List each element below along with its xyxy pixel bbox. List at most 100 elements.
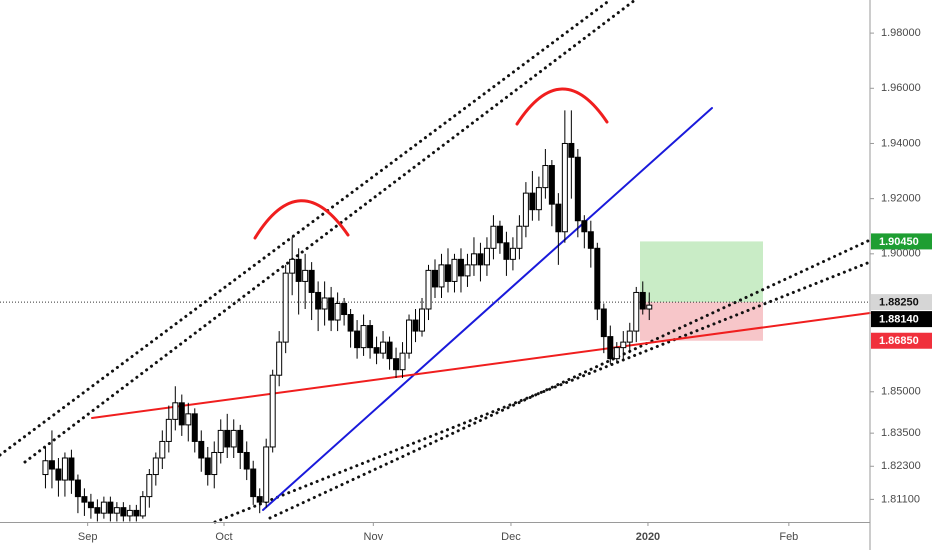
drawings — [0, 0, 872, 524]
candle-body — [295, 258, 302, 282]
candle-body — [594, 247, 601, 310]
candle-body — [165, 418, 172, 442]
candle-body — [42, 460, 49, 476]
x-tick-label: Sep — [78, 531, 98, 543]
candle-body — [393, 358, 400, 371]
stop-zone — [640, 302, 763, 341]
candle-body — [613, 347, 620, 360]
candle-body — [146, 474, 153, 498]
candle-body — [211, 451, 218, 476]
candle-body — [373, 347, 380, 354]
candle-body — [198, 440, 205, 459]
candle-body — [250, 468, 257, 498]
candle-body — [68, 457, 75, 481]
shoulder-arc — [253, 199, 350, 240]
candle-body — [522, 192, 529, 227]
y-tick-label: 1.81100 — [881, 493, 920, 505]
x-tick-label: Nov — [364, 531, 384, 543]
candle-body — [490, 225, 497, 249]
candle-body — [74, 479, 81, 498]
candle-body — [113, 507, 120, 514]
head-arc — [515, 87, 609, 126]
price-tag — [871, 233, 932, 250]
candle-body — [496, 225, 503, 244]
price-tag-label: 1.88250 — [879, 297, 919, 309]
candle-body — [587, 231, 594, 249]
candle-body — [457, 258, 464, 277]
trend-line — [91, 312, 871, 419]
x-tick-label: Feb — [779, 531, 798, 543]
candle-body — [107, 501, 114, 514]
y-tick-label: 1.96000 — [881, 82, 921, 94]
candle-body — [516, 225, 523, 249]
price-tag — [871, 332, 932, 349]
candle-body — [360, 325, 367, 349]
candle-body — [535, 187, 542, 211]
candle-body — [483, 247, 490, 266]
candle-body — [94, 507, 101, 514]
candle-body — [561, 142, 568, 233]
candle-body — [308, 269, 315, 293]
candle-body — [354, 330, 361, 349]
candle-body — [224, 429, 231, 448]
price-tag-label: 1.88140 — [879, 314, 919, 326]
x-tick-label: Dec — [501, 531, 521, 543]
candle-body — [269, 374, 276, 448]
candle-body — [204, 457, 211, 476]
candle-body — [386, 341, 393, 360]
candle-body — [321, 297, 328, 310]
candle-body — [438, 264, 445, 288]
candle-body — [633, 291, 640, 332]
candle-body — [159, 440, 166, 459]
channel-line — [213, 260, 872, 524]
channel-line — [268, 238, 872, 520]
price-tag-label: 1.86850 — [879, 335, 919, 347]
candle-body — [600, 308, 607, 338]
candle-body — [152, 457, 159, 476]
x-tick-label: 2020 — [636, 531, 660, 543]
candle-body — [100, 501, 107, 514]
candle-body — [276, 341, 283, 376]
candle-body — [256, 496, 263, 503]
candle-body — [237, 429, 244, 453]
candle-body — [243, 451, 250, 470]
candle-body — [126, 509, 133, 517]
candle-body — [477, 253, 484, 266]
candle-body — [529, 192, 536, 211]
candle-body — [581, 220, 588, 233]
price-tag — [871, 311, 932, 328]
candle-body — [626, 330, 633, 343]
y-tick-label: 1.82300 — [881, 460, 921, 472]
y-tick-label: 1.90000 — [881, 248, 921, 260]
candle-body — [341, 302, 348, 316]
price-tags: 1.90450 1.88250 1.88140 1.86850 — [871, 233, 932, 349]
candle-body — [542, 165, 549, 189]
candle-body — [568, 142, 575, 158]
trend-line — [262, 107, 713, 511]
candle-body — [406, 319, 413, 354]
candle-body — [646, 304, 653, 310]
candle-body — [191, 413, 198, 442]
candle-body — [289, 258, 296, 274]
candle-body — [61, 457, 68, 481]
candle-body — [302, 269, 309, 282]
candle-body — [548, 165, 555, 205]
axes: 1.98000 1.96000 1.94000 1.92000 1.90000 1.850… — [78, 27, 921, 543]
candle-body — [48, 460, 55, 470]
y-tick-label: 1.85000 — [881, 386, 921, 398]
candle-body — [263, 446, 270, 503]
candle-body — [139, 496, 146, 517]
candle-body — [470, 253, 477, 266]
candle-body — [555, 203, 562, 233]
candle-body — [509, 247, 516, 260]
candle-body — [328, 297, 335, 321]
candle-body — [432, 269, 438, 288]
candle-body — [639, 291, 646, 310]
y-tick-label: 1.94000 — [881, 137, 921, 149]
candle-body — [444, 264, 451, 282]
candle-body — [185, 413, 192, 426]
candles — [42, 110, 653, 522]
candle-body — [412, 319, 419, 332]
candle-body — [282, 272, 289, 343]
